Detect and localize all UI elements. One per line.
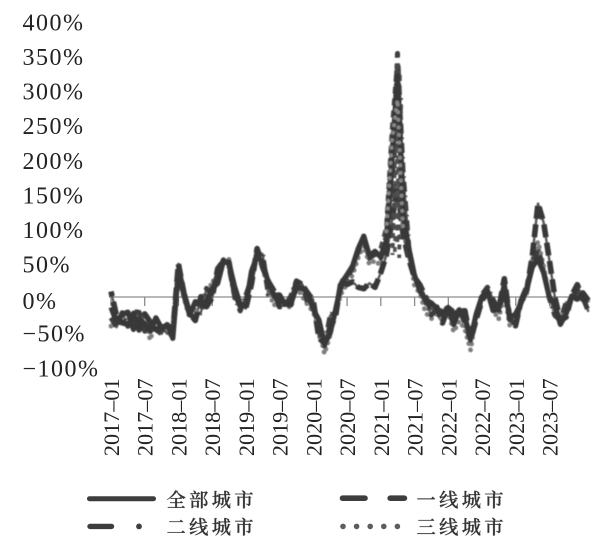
svg-text:2021–01: 2021–01 (369, 378, 394, 456)
svg-text:2017–07: 2017–07 (133, 378, 158, 456)
svg-text:100%: 100% (23, 218, 85, 244)
svg-text:2020–01: 2020–01 (301, 378, 326, 456)
svg-text:2021–07: 2021–07 (403, 378, 428, 456)
svg-text:2019–01: 2019–01 (234, 378, 259, 456)
svg-text:250%: 250% (23, 114, 85, 140)
svg-text:350%: 350% (23, 45, 85, 71)
svg-text:0%: 0% (23, 289, 58, 315)
svg-text:2022–01: 2022–01 (436, 378, 461, 456)
svg-text:2017–01: 2017–01 (99, 378, 124, 456)
svg-text:−50%: −50% (23, 322, 87, 348)
svg-text:2022–07: 2022–07 (470, 378, 495, 456)
svg-text:200%: 200% (23, 149, 85, 175)
svg-text:2018–07: 2018–07 (200, 378, 225, 456)
svg-text:2019–07: 2019–07 (268, 378, 293, 456)
svg-text:2023–07: 2023–07 (538, 378, 563, 456)
svg-text:2020–07: 2020–07 (335, 378, 360, 456)
svg-text:2023–01: 2023–01 (504, 378, 529, 456)
svg-text:2018–01: 2018–01 (167, 378, 192, 456)
svg-text:50%: 50% (23, 253, 72, 279)
svg-text:400%: 400% (23, 10, 85, 36)
svg-text:−100%: −100% (23, 356, 100, 382)
svg-text:300%: 300% (23, 80, 85, 106)
svg-text:150%: 150% (23, 183, 85, 209)
